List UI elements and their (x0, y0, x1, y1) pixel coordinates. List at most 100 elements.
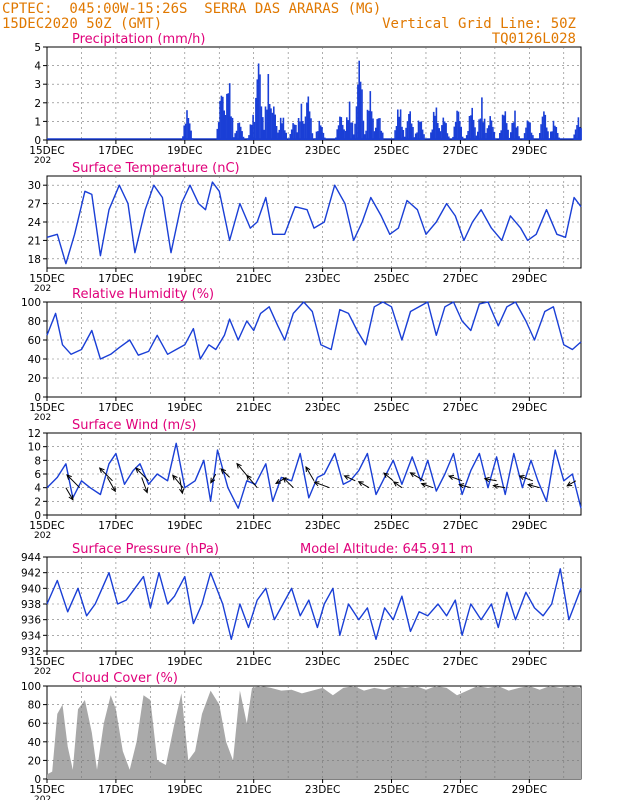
precip-bar (500, 130, 502, 140)
pres-series-line (46, 568, 582, 640)
precip-xtick-label: 17DEC (98, 145, 133, 157)
precip-bar (507, 129, 509, 140)
wind-arrow-head (313, 481, 320, 487)
precip-bar (343, 129, 345, 140)
precip-bar (421, 129, 424, 140)
precip-bar (380, 130, 383, 140)
temp-year-label: 202 (34, 284, 51, 294)
precip-bar (311, 133, 314, 140)
pres-xtick-label: 17DEC (98, 656, 133, 668)
precip-bar (370, 111, 373, 140)
precip-bar (355, 106, 358, 140)
wind-arrow-head (172, 474, 178, 481)
precip-bar (220, 95, 223, 140)
wind-arrow-shaft (314, 481, 330, 489)
precip-bar (268, 104, 271, 140)
precip-bar (515, 127, 518, 140)
cloud-xtick-label: 19DEC (167, 784, 202, 796)
precip-bar (485, 132, 487, 140)
wind-ytick-label: 6 (34, 469, 41, 481)
precip-bar (235, 130, 238, 140)
precip-bar (303, 123, 305, 140)
precip-bar (377, 118, 380, 140)
precip-bar (228, 83, 231, 140)
pres-xtick-label: 15DEC (29, 656, 64, 668)
temp-xtick-label: 17DEC (98, 273, 133, 285)
precip-bar (501, 114, 504, 140)
rh-ytick-label: 80 (28, 316, 41, 328)
rh-xtick-label: 27DEC (443, 402, 478, 414)
wind-arrow-head (236, 462, 242, 469)
precip-bar (578, 126, 581, 140)
precip-bar (530, 132, 533, 140)
precip-bar (505, 123, 508, 140)
precip-bar (284, 130, 286, 140)
pres-ytick-label: 938 (21, 599, 41, 611)
precip-bar (290, 129, 293, 140)
precip-bar (249, 124, 252, 140)
rh-xtick-label: 15DEC (29, 402, 64, 414)
precip-bar (475, 135, 478, 140)
precip-bar (344, 130, 347, 140)
wind-arrow-head (458, 483, 465, 489)
pres-xtick-label: 25DEC (374, 656, 409, 668)
precip-bar (432, 111, 435, 140)
precip-bar (260, 106, 263, 140)
temp-xtick-label: 19DEC (167, 273, 202, 285)
rh-xtick-label: 23DEC (305, 402, 340, 414)
precip-ytick-label: 1 (34, 116, 41, 128)
precip-bar (453, 126, 456, 140)
precip-bar (339, 116, 341, 140)
precip-bar (543, 111, 545, 140)
precip-bar (341, 124, 344, 140)
precip-bar (437, 123, 439, 140)
precip-xtick-label: 15DEC (29, 145, 64, 157)
precip-bar (366, 109, 369, 140)
temp-ytick-label: 27 (28, 199, 41, 211)
precip-bar (547, 131, 549, 140)
precip-bar (430, 132, 432, 140)
precip-bar (483, 118, 486, 140)
precip-bar (251, 124, 253, 140)
precip-bar (576, 125, 578, 140)
cloud-xtick-label: 15DEC (29, 784, 64, 796)
precip-bar (279, 117, 282, 140)
precip-bar (365, 130, 367, 140)
temp-title: Surface Temperature (nC) (72, 161, 240, 176)
precip-bar (252, 114, 254, 140)
wind-arrow-shaft (305, 466, 315, 482)
precip-bar (182, 136, 184, 140)
precip-bar (514, 110, 516, 140)
precip-bar (527, 121, 530, 140)
pres-ytick-label: 942 (21, 568, 41, 580)
wind-ytick-label: 0 (34, 510, 41, 522)
precip-bar (266, 109, 268, 140)
precip-bar (545, 127, 548, 140)
precip-bar (434, 115, 436, 140)
wind-arrow-shaft (172, 475, 184, 489)
temp-xtick-label: 23DEC (305, 273, 340, 285)
wind-arrow-head (357, 481, 364, 487)
precip-xtick-label: 21DEC (236, 145, 271, 157)
precip-bar (431, 129, 434, 140)
precip-bar (368, 110, 370, 140)
wind-arrow-head (392, 481, 399, 487)
wind-xtick-label: 21DEC (236, 520, 271, 532)
precip-bar (555, 127, 558, 140)
precip-bar (354, 123, 356, 140)
precip-bar (472, 119, 475, 140)
precip-bar (270, 108, 272, 140)
precip-bar (539, 133, 541, 140)
precip-bar (285, 132, 287, 140)
wind-arrow-head (220, 468, 226, 474)
precip-bar (295, 125, 297, 140)
wind-xtick-label: 15DEC (29, 520, 64, 532)
precip-bar (405, 127, 407, 140)
wind-year-label: 202 (34, 531, 51, 541)
wind-ytick-label: 2 (34, 496, 41, 508)
precip-bar (248, 135, 250, 140)
precip-bar (184, 123, 187, 140)
precip-ytick-label: 0 (34, 135, 41, 147)
precip-bar (395, 126, 398, 140)
